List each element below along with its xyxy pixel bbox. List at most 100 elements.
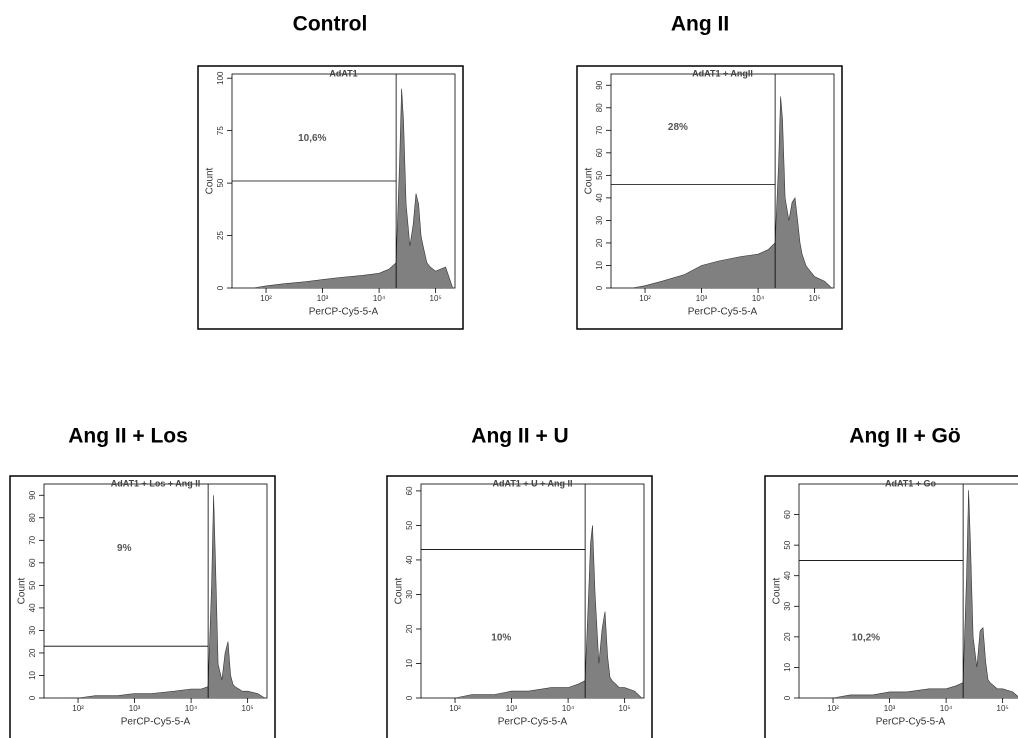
y-tick-label: 70 <box>595 125 604 134</box>
panel: Ang II + Gö AdAT1 + Go 10,2% 0 10 20 30 40 50 60 1… <box>764 425 1018 738</box>
x-tick-label: 10⁵ <box>430 294 442 303</box>
x-tick-label: 10⁵ <box>809 294 821 303</box>
y-tick-label: 80 <box>595 103 604 112</box>
y-tick-label: 30 <box>783 601 792 610</box>
y-tick-label: 40 <box>595 193 604 202</box>
y-tick-label: 60 <box>405 486 414 495</box>
x-tick-label: 10³ <box>884 704 896 713</box>
panel: Ang II AdAT1 + AngII 28% 0 10 20 30 40 50 60 70 80 9… <box>576 13 843 330</box>
x-tick-label: 10⁴ <box>752 294 765 303</box>
histogram <box>65 495 265 699</box>
gate-percent: 9% <box>117 543 132 554</box>
y-tick-label: 0 <box>783 695 792 700</box>
panel-title: Ang II + Gö <box>849 425 960 448</box>
y-tick-label: 25 <box>216 231 225 240</box>
x-tick-label: 10² <box>827 704 839 713</box>
y-tick-label: 0 <box>216 285 225 290</box>
panel-title: Control <box>293 13 368 36</box>
plot-subtitle: AdAT1 + U + Ang II <box>492 478 572 488</box>
y-tick-label: 40 <box>405 555 414 564</box>
panel: Ang II + U AdAT1 + U + Ang II 10% 0 10 20 30 40… <box>386 425 653 738</box>
y-tick-label: 50 <box>405 520 414 529</box>
y-tick-label: 75 <box>216 126 225 135</box>
x-tick-label: 10² <box>72 704 84 713</box>
y-tick-label: 0 <box>595 285 604 290</box>
y-tick-label: 30 <box>595 215 604 224</box>
panel-frame <box>576 65 843 330</box>
plot-subtitle: AdAT1 + Go <box>885 478 937 488</box>
y-tick-label: 50 <box>783 540 792 549</box>
gate-percent: 10,6% <box>298 133 326 144</box>
y-tick-label: 50 <box>595 170 604 179</box>
y-tick-label: 20 <box>405 624 414 633</box>
panel-frame <box>764 475 1018 738</box>
plot-subtitle: AdAT1 + AngII <box>692 68 753 78</box>
x-tick-label: 10³ <box>696 294 708 303</box>
y-axis-label: Count <box>772 577 783 604</box>
y-tick-label: 20 <box>28 648 37 657</box>
panel-title: Ang II <box>671 13 729 36</box>
y-tick-label: 10 <box>595 260 604 269</box>
y-axis-label: Count <box>584 167 595 194</box>
y-tick-label: 90 <box>28 490 37 499</box>
x-axis-label: PerCP-Cy5-5-A <box>121 717 191 728</box>
y-tick-label: 10 <box>783 662 792 671</box>
panel-frame <box>9 475 276 738</box>
panel-title: Ang II + Los <box>68 425 188 448</box>
x-tick-label: 10⁵ <box>242 704 254 713</box>
y-tick-label: 60 <box>783 510 792 519</box>
plot-subtitle: AdAT1 <box>329 68 357 78</box>
y-tick-label: 0 <box>28 695 37 700</box>
x-tick-label: 10⁴ <box>562 704 575 713</box>
x-axis-label: PerCP-Cy5-5-A <box>498 717 568 728</box>
panel-frame <box>197 65 464 330</box>
x-tick-label: 10³ <box>506 704 518 713</box>
x-tick-label: 10⁵ <box>619 704 631 713</box>
x-tick-label: 10⁵ <box>997 704 1009 713</box>
y-tick-label: 40 <box>783 571 792 580</box>
y-tick-label: 20 <box>595 238 604 247</box>
y-tick-label: 100 <box>216 71 225 85</box>
x-axis-label: PerCP-Cy5-5-A <box>876 717 946 728</box>
panel-title: Ang II + U <box>471 425 568 448</box>
y-tick-label: 60 <box>595 148 604 157</box>
y-tick-label: 30 <box>405 589 414 598</box>
panel: Control AdAT1 10,6% 0 25 50 75 100 10² 10³ 10⁴ 10⁵ P… <box>197 13 464 330</box>
x-axis-label: PerCP-Cy5-5-A <box>309 307 379 318</box>
y-tick-label: 90 <box>595 80 604 89</box>
x-tick-label: 10⁴ <box>940 704 953 713</box>
y-tick-label: 10 <box>405 658 414 667</box>
y-tick-label: 30 <box>28 625 37 634</box>
x-axis-label: PerCP-Cy5-5-A <box>688 307 758 318</box>
y-tick-label: 50 <box>216 178 225 187</box>
x-tick-label: 10² <box>639 294 651 303</box>
y-tick-label: 80 <box>28 513 37 522</box>
y-tick-label: 0 <box>405 695 414 700</box>
x-tick-label: 10³ <box>317 294 329 303</box>
y-axis-label: Count <box>17 577 28 604</box>
histogram <box>632 96 832 289</box>
y-axis-label: Count <box>394 577 405 604</box>
panel: Ang II + Los AdAT1 + Los + Ang II 9% 0 10 20 3… <box>9 425 276 738</box>
histogram <box>442 525 642 699</box>
x-tick-label: 10⁴ <box>373 294 386 303</box>
y-tick-label: 70 <box>28 535 37 544</box>
x-tick-label: 10³ <box>129 704 141 713</box>
gate-percent: 28% <box>668 122 688 133</box>
y-tick-label: 50 <box>28 580 37 589</box>
y-tick-label: 40 <box>28 603 37 612</box>
y-axis-label: Count <box>205 167 216 194</box>
y-tick-label: 10 <box>28 670 37 679</box>
x-tick-label: 10² <box>449 704 461 713</box>
x-tick-label: 10² <box>260 294 272 303</box>
histogram <box>253 88 453 289</box>
x-tick-label: 10⁴ <box>185 704 198 713</box>
panel-frame <box>386 475 653 738</box>
gate-percent: 10,2% <box>852 633 880 644</box>
plot-subtitle: AdAT1 + Los + Ang II <box>111 478 201 488</box>
gate-percent: 10% <box>491 633 511 644</box>
y-tick-label: 20 <box>783 632 792 641</box>
y-tick-label: 60 <box>28 558 37 567</box>
histogram <box>820 490 1018 699</box>
